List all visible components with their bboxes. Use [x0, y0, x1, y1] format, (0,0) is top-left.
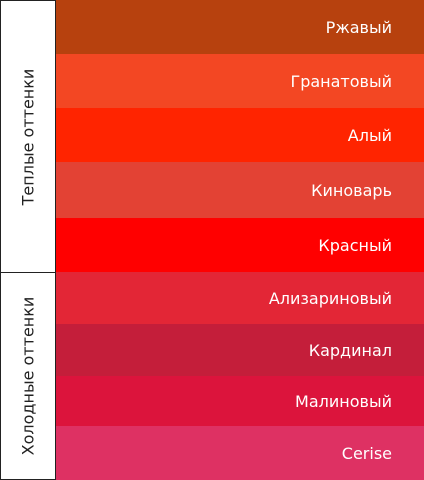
swatch-cardinal: Кардинал	[56, 324, 424, 376]
group-cold: Холодные оттенки	[0, 272, 56, 480]
swatch-vermilion: Киноварь	[56, 162, 424, 218]
swatch-name: Гранатовый	[290, 71, 392, 91]
group-warm: Теплые оттенки	[0, 0, 56, 273]
swatch-name: Ализариновый	[268, 288, 392, 308]
group-cold-label: Холодные оттенки	[18, 296, 38, 456]
swatch-name: Киноварь	[311, 180, 392, 200]
swatch-cerise: Cerise	[56, 426, 424, 480]
swatch-name: Кардинал	[308, 340, 392, 360]
swatch-scarlet: Алый	[56, 108, 424, 162]
swatch-garnet: Гранатовый	[56, 54, 424, 108]
swatch-name: Cerise	[341, 443, 392, 463]
swatch-crimson: Малиновый	[56, 376, 424, 426]
swatch-rust: Ржавый	[56, 0, 424, 54]
swatch-name: Малиновый	[295, 391, 392, 411]
swatch-alizarin: Ализариновый	[56, 272, 424, 324]
swatch-name: Ржавый	[325, 17, 392, 37]
swatch-name: Алый	[347, 125, 392, 145]
swatch-name: Красный	[318, 235, 392, 255]
swatch-red: Красный	[56, 218, 424, 272]
swatch-column: Ржавый Гранатовый Алый Киноварь Красный …	[56, 0, 424, 480]
group-warm-label: Теплые оттенки	[18, 68, 38, 205]
group-column: Теплые оттенки Холодные оттенки	[0, 0, 56, 480]
